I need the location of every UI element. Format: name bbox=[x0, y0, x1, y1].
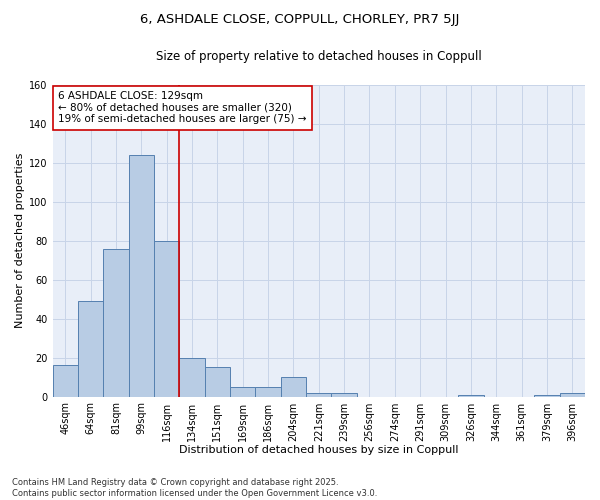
Title: Size of property relative to detached houses in Coppull: Size of property relative to detached ho… bbox=[156, 50, 482, 63]
Bar bbox=[256, 387, 281, 396]
Text: 6 ASHDALE CLOSE: 129sqm
← 80% of detached houses are smaller (320)
19% of semi-d: 6 ASHDALE CLOSE: 129sqm ← 80% of detache… bbox=[58, 91, 307, 124]
Bar bbox=[230, 387, 256, 396]
Bar bbox=[179, 358, 205, 397]
Bar bbox=[78, 301, 103, 396]
Bar bbox=[458, 394, 484, 396]
Y-axis label: Number of detached properties: Number of detached properties bbox=[15, 153, 25, 328]
Bar bbox=[128, 155, 154, 396]
Text: Contains HM Land Registry data © Crown copyright and database right 2025.
Contai: Contains HM Land Registry data © Crown c… bbox=[12, 478, 377, 498]
Bar bbox=[154, 241, 179, 396]
Bar bbox=[103, 248, 128, 396]
Bar bbox=[306, 392, 331, 396]
Bar bbox=[281, 377, 306, 396]
Bar bbox=[534, 394, 560, 396]
Bar bbox=[331, 392, 357, 396]
Bar bbox=[205, 368, 230, 396]
Bar bbox=[560, 392, 585, 396]
Text: 6, ASHDALE CLOSE, COPPULL, CHORLEY, PR7 5JJ: 6, ASHDALE CLOSE, COPPULL, CHORLEY, PR7 … bbox=[140, 12, 460, 26]
Bar bbox=[53, 366, 78, 396]
X-axis label: Distribution of detached houses by size in Coppull: Distribution of detached houses by size … bbox=[179, 445, 458, 455]
